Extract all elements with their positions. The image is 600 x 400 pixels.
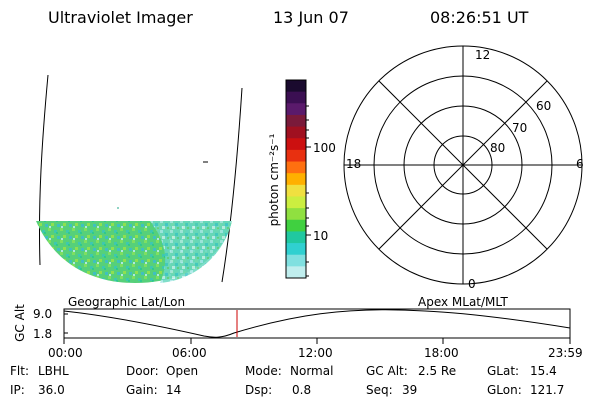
colorbar-tick-10: 10	[313, 229, 329, 243]
polar-plot	[343, 45, 583, 285]
colorbar-band	[286, 80, 306, 93]
colorbar-band	[286, 173, 306, 186]
colorbar-tick-100: 100	[313, 141, 336, 155]
timeline-x-tick-2359: 23:59	[548, 346, 583, 360]
colorbar-band	[286, 266, 306, 279]
lat-label-80: 80	[490, 141, 506, 155]
observation-date: 13 Jun 07	[273, 8, 349, 27]
colorbar-band	[286, 184, 306, 197]
lat-label-70: 70	[512, 121, 528, 135]
colorbar-band	[286, 219, 306, 232]
info-door-value: Open	[166, 364, 199, 378]
info-seq-value: 39	[402, 383, 418, 397]
lat-label-60: 60	[536, 99, 552, 113]
timeline-x-ticks	[63, 338, 571, 344]
info-dsp-label: Dsp:	[245, 383, 273, 397]
colorbar-band	[286, 149, 306, 163]
colorbar-band	[286, 138, 306, 151]
info-dsp-value: 0.8	[292, 383, 312, 397]
mlt-label-18: 18	[346, 157, 362, 171]
info-gain-value: 14	[166, 383, 182, 397]
instrument-title: Ultraviolet Imager	[48, 8, 193, 27]
info-gcalt-value: 2.5 Re	[418, 364, 457, 378]
info-flt-label: Flt:	[10, 364, 29, 378]
altitude-curve	[63, 309, 571, 338]
timeline-y-tick-top: 9.0	[33, 307, 53, 321]
info-seq-label: Seq:	[366, 383, 393, 397]
timeline-y-tick-bottom: 1.8	[33, 327, 53, 341]
timeline-y-axis-label: GC Alt	[13, 304, 27, 342]
colorbar-band	[286, 208, 306, 221]
mlt-label-12: 12	[475, 48, 491, 62]
colorbar-band	[286, 103, 306, 116]
info-mode-label: Mode:	[245, 364, 282, 378]
color-bar	[286, 80, 306, 279]
colorbar-band	[286, 243, 306, 256]
earth-limb-right	[221, 87, 243, 283]
mlt-label-0: 0	[468, 277, 476, 291]
colorbar-band	[286, 231, 306, 244]
timeline-left-title: Geographic Lat/Lon	[68, 295, 186, 309]
info-glon-label: GLon:	[487, 383, 522, 397]
mlt-label-6: 6	[576, 157, 584, 171]
info-gcalt-label: GC Alt:	[366, 364, 408, 378]
info-gain-label: Gain:	[126, 383, 158, 397]
timeline-x-tick-1200: 12:00	[298, 346, 333, 360]
info-ip-value: 36.0	[38, 383, 65, 397]
timeline-x-tick-0000: 00:00	[48, 346, 83, 360]
timeline-frame	[63, 308, 571, 339]
timeline-x-tick-1800: 18:00	[424, 346, 459, 360]
colorbar-band	[286, 196, 306, 209]
colorbar-band	[286, 254, 306, 267]
colorbar-band	[286, 161, 306, 174]
info-glon-value: 121.7	[530, 383, 565, 397]
uv-image-swath-bright	[150, 221, 232, 283]
info-flt-value: LBHL	[38, 364, 69, 378]
colorbar-band	[286, 126, 306, 139]
colorbar-band	[286, 114, 306, 128]
info-mode-value: Normal	[290, 364, 334, 378]
colorbar-unit-label: photon cm⁻²s⁻¹	[267, 133, 281, 227]
timeline-x-tick-0600: 06:00	[172, 346, 207, 360]
observation-time: 08:26:51 UT	[430, 8, 529, 27]
timeline-right-title: Apex MLat/MLT	[418, 295, 508, 309]
info-glat-value: 15.4	[530, 364, 557, 378]
earth-limb-left	[38, 74, 49, 266]
info-glat-label: GLat:	[487, 364, 520, 378]
info-ip-label: IP:	[10, 383, 25, 397]
info-door-label: Door:	[126, 364, 159, 378]
colorbar-band	[286, 91, 306, 104]
